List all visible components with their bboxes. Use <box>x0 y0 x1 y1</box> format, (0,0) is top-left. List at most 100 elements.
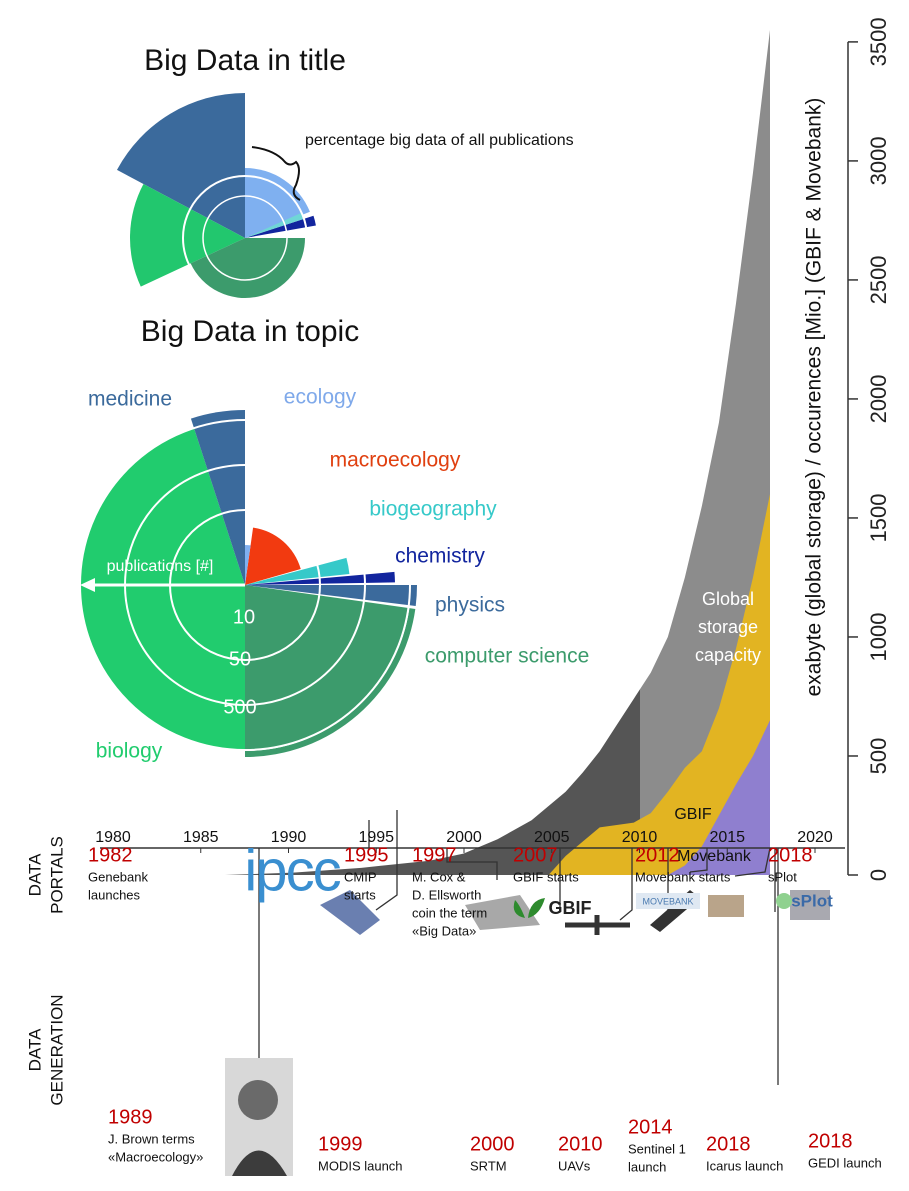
chart-title: Big Data in title <box>144 44 346 77</box>
event-text: launches <box>88 887 141 902</box>
row-label: GENERATION <box>47 994 66 1105</box>
event-year: 2012 <box>635 844 680 866</box>
event-year: 1989 <box>108 1106 153 1128</box>
event-text: Genebank <box>88 869 148 884</box>
category-label: ecology <box>284 386 357 409</box>
y-tick-label: 1500 <box>866 493 891 542</box>
radial-label: publications [#] <box>107 558 214 575</box>
timeline-tick-label: 2000 <box>446 829 482 846</box>
ring <box>202 195 288 281</box>
wedge <box>245 212 304 238</box>
timeline: 1980 1985 1990 1995 2000 2005 2010 2015 2020 DATA… <box>25 810 882 1176</box>
logo: sPlot <box>791 891 833 910</box>
event-text: UAVs <box>558 1158 591 1173</box>
wedge <box>116 92 246 238</box>
wedge <box>245 168 310 238</box>
wedge <box>245 557 350 585</box>
shuttle <box>465 895 540 930</box>
event-text: SRTM <box>470 1158 507 1173</box>
y-tick-label: 3500 <box>866 17 891 66</box>
icarus <box>708 895 744 917</box>
event-year: 2000 <box>470 1133 515 1155</box>
event-text: «Big Data» <box>412 923 476 938</box>
event-year: 2010 <box>558 1133 603 1155</box>
row-label: DATA <box>25 1028 44 1071</box>
event-text: coin the term <box>412 905 487 920</box>
category-label: biology <box>96 740 163 763</box>
series-label: GBIF <box>674 806 712 823</box>
wedge <box>245 585 417 606</box>
y-tick-label: 1000 <box>866 612 891 661</box>
event-text: GEDI launch <box>808 1155 882 1170</box>
brace <box>251 146 301 201</box>
area <box>667 720 770 875</box>
annotation: percentage big data of all publications <box>305 132 574 149</box>
timeline-tick-label: 1985 <box>183 829 219 846</box>
timeline-tick-label: 1980 <box>95 829 131 846</box>
event-text: Icarus launch <box>706 1158 783 1173</box>
gbif-leaf <box>513 898 545 918</box>
series-label: Global <box>702 589 754 609</box>
event-text: Movebank starts <box>635 869 731 884</box>
drone <box>565 915 630 935</box>
timeline-tick-label: 2005 <box>534 829 570 846</box>
wedge <box>245 585 409 750</box>
polar-charts: Big Data in title percentage big data of … <box>79 44 589 763</box>
wedge <box>245 608 416 757</box>
event-year: 2018 <box>768 844 813 866</box>
row-label: DATA <box>25 853 44 896</box>
timeline-tick-label: 2015 <box>709 829 745 846</box>
category-label: chemistry <box>395 545 485 568</box>
event-year: 2018 <box>808 1130 853 1152</box>
event-year: 2007 <box>513 844 558 866</box>
wedge <box>245 527 301 585</box>
arrow-head <box>80 578 95 592</box>
series-label: Movebank <box>677 848 752 865</box>
logo: GBIF <box>549 898 592 918</box>
ring-label: 50 <box>229 648 251 670</box>
y-tick-label: 0 <box>866 869 891 881</box>
event-text: sPlot <box>768 869 797 884</box>
event-text: CMIP <box>344 869 377 884</box>
series-label: storage <box>698 617 758 637</box>
ring-label: 500 <box>223 696 256 718</box>
event-year: 1995 <box>344 844 389 866</box>
wedge <box>130 184 245 287</box>
movebank-logo-box <box>636 893 700 909</box>
portrait-face <box>238 1080 278 1120</box>
area <box>225 30 770 875</box>
chart-title: Big Data in topic <box>141 315 359 348</box>
ring <box>182 175 308 301</box>
timeline-tick-label: 1990 <box>271 829 307 846</box>
y-axis-label: exabyte (global storage) / occurences [M… <box>803 98 826 697</box>
event-text: starts <box>344 887 376 902</box>
category-label: macroecology <box>330 449 461 472</box>
event-year: 2018 <box>706 1133 751 1155</box>
wedge <box>245 545 251 585</box>
event-year: 1982 <box>88 844 133 866</box>
category-label: biogeography <box>369 498 497 521</box>
logo: MOVEBANK <box>642 896 693 906</box>
category-label: physics <box>435 594 505 617</box>
wedge <box>245 215 316 238</box>
event-text: GBIF starts <box>513 869 579 884</box>
event-text: MODIS launch <box>318 1158 403 1173</box>
row-label: PORTALS <box>47 836 66 914</box>
y-tick-label: 2000 <box>866 374 891 423</box>
wedge <box>80 428 245 750</box>
timeline-tick-label: 2010 <box>622 829 658 846</box>
connectors <box>258 810 779 1085</box>
logo: ipcc <box>244 838 340 903</box>
series-label: capacity <box>695 645 761 665</box>
timeline-tick-label: 2020 <box>797 829 833 846</box>
event-year: 1997 <box>412 844 457 866</box>
event-text: J. Brown terms <box>108 1131 195 1146</box>
y-tick-label: 3000 <box>866 136 891 185</box>
area-chart: 0 500 1000 1500 2000 2500 3000 3500 exabyte (glo… <box>225 17 891 881</box>
gedi <box>790 890 830 920</box>
category-label: medicine <box>88 388 172 411</box>
portrait-body <box>232 1150 287 1176</box>
wedge <box>190 410 245 585</box>
timeline-tick-label: 1995 <box>358 829 394 846</box>
